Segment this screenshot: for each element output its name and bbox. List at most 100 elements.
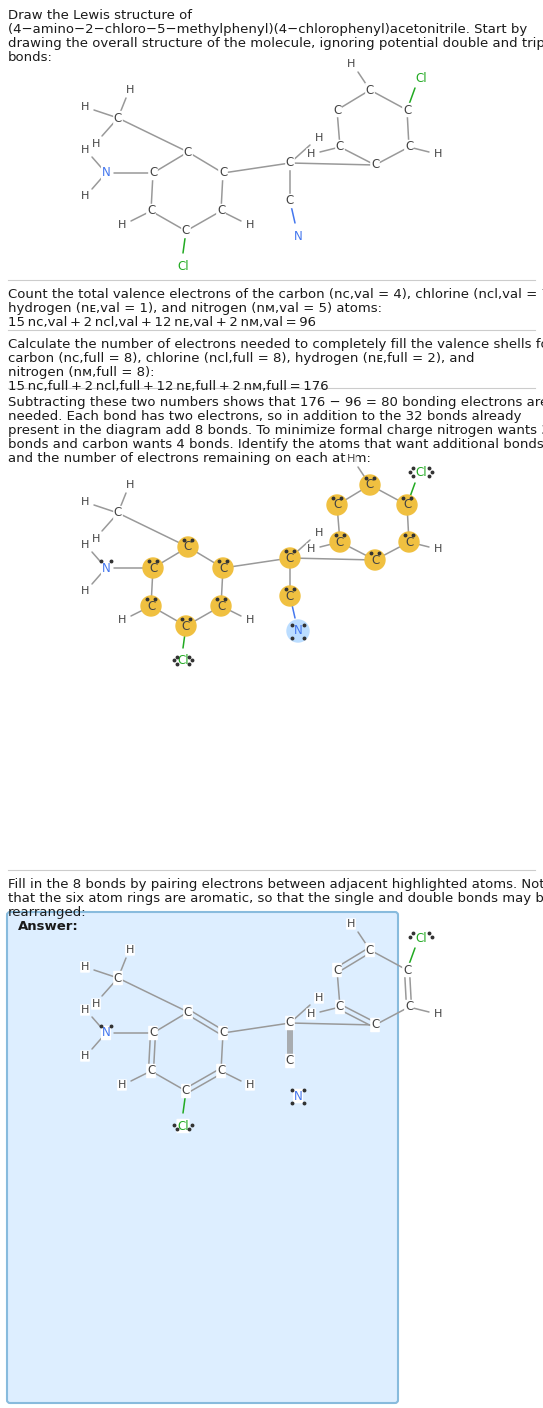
Text: H: H — [307, 1010, 315, 1019]
Text: C: C — [147, 204, 155, 217]
Text: H: H — [246, 615, 254, 625]
FancyBboxPatch shape — [7, 912, 398, 1402]
Text: H: H — [434, 543, 442, 553]
Circle shape — [360, 474, 380, 496]
Circle shape — [211, 596, 231, 617]
Text: Count the total valence electrons of the carbon (nᴄ,val = 4), chlorine (nᴄl,val : Count the total valence electrons of the… — [8, 289, 543, 301]
Circle shape — [280, 548, 300, 567]
Text: C: C — [147, 600, 155, 612]
Text: 15 nᴄ,full + 2 nᴄl,full + 12 nᴇ,full + 2 nᴍ,full = 176: 15 nᴄ,full + 2 nᴄl,full + 12 nᴇ,full + 2… — [8, 380, 329, 393]
Text: H: H — [307, 543, 315, 553]
Text: H: H — [347, 59, 355, 69]
Text: C: C — [114, 972, 122, 984]
Text: C: C — [217, 600, 225, 612]
Text: H: H — [92, 1000, 100, 1010]
Text: that the six atom rings are aromatic, so that the single and double bonds may be: that the six atom rings are aromatic, so… — [8, 893, 543, 905]
Text: C: C — [371, 159, 379, 172]
Text: C: C — [114, 111, 122, 124]
Circle shape — [213, 558, 233, 579]
Circle shape — [143, 558, 163, 579]
Text: Subtracting these two numbers shows that 176 − 96 = 80 bonding electrons are: Subtracting these two numbers shows that… — [8, 396, 543, 408]
Text: C: C — [147, 1064, 155, 1077]
Text: Calculate the number of electrons needed to completely fill the valence shells f: Calculate the number of electrons needed… — [8, 338, 543, 351]
Text: C: C — [336, 535, 344, 549]
Text: H: H — [126, 84, 134, 94]
Text: H: H — [434, 149, 442, 159]
Text: C: C — [371, 1018, 379, 1032]
Text: Cl: Cl — [415, 932, 427, 945]
Text: C: C — [366, 943, 374, 956]
Text: N: N — [102, 166, 110, 179]
Circle shape — [399, 532, 419, 552]
Text: nitrogen (nᴍ,full = 8):: nitrogen (nᴍ,full = 8): — [8, 366, 155, 379]
Text: H: H — [126, 480, 134, 490]
Circle shape — [365, 551, 385, 570]
Text: H: H — [81, 541, 89, 551]
Text: C: C — [286, 194, 294, 207]
Text: H: H — [92, 534, 100, 543]
Text: Cl: Cl — [177, 259, 189, 273]
Text: H: H — [81, 101, 89, 113]
Text: C: C — [333, 498, 341, 511]
Text: N: N — [294, 230, 302, 242]
Text: C: C — [219, 166, 227, 179]
Circle shape — [397, 496, 417, 515]
Text: Draw the Lewis structure of: Draw the Lewis structure of — [8, 8, 192, 23]
Text: rearranged:: rearranged: — [8, 905, 87, 919]
Text: C: C — [219, 1026, 227, 1039]
Text: C: C — [286, 156, 294, 169]
Text: Fill in the 8 bonds by pairing electrons between adjacent highlighted atoms. Not: Fill in the 8 bonds by pairing electrons… — [8, 879, 543, 891]
Text: H: H — [347, 453, 355, 465]
Circle shape — [141, 596, 161, 617]
Text: present in the diagram add 8 bonds. To minimize formal charge nitrogen wants 3: present in the diagram add 8 bonds. To m… — [8, 424, 543, 436]
Text: C: C — [403, 498, 411, 511]
Text: C: C — [149, 166, 157, 179]
Text: C: C — [219, 562, 227, 574]
Text: C: C — [366, 83, 374, 97]
Text: C: C — [336, 1001, 344, 1014]
Text: C: C — [405, 535, 413, 549]
Text: H: H — [315, 132, 323, 144]
Text: H: H — [92, 139, 100, 149]
Text: C: C — [182, 1084, 190, 1097]
Text: C: C — [182, 224, 190, 238]
Text: Cl: Cl — [415, 72, 427, 84]
Text: C: C — [217, 204, 225, 217]
Text: H: H — [118, 220, 126, 230]
Text: N: N — [102, 562, 110, 574]
Text: H: H — [126, 945, 134, 955]
Text: C: C — [114, 507, 122, 520]
Text: and the number of electrons remaining on each atom:: and the number of electrons remaining on… — [8, 452, 371, 465]
Text: Cl: Cl — [177, 655, 189, 667]
Text: C: C — [336, 141, 344, 153]
Text: C: C — [184, 1005, 192, 1018]
Text: N: N — [294, 625, 302, 638]
Text: C: C — [333, 104, 341, 117]
Text: H: H — [118, 1080, 126, 1090]
Text: C: C — [366, 479, 374, 491]
Circle shape — [280, 586, 300, 605]
Text: C: C — [184, 145, 192, 159]
Text: C: C — [405, 1001, 413, 1014]
Text: C: C — [217, 1064, 225, 1077]
Text: H: H — [81, 586, 89, 596]
Text: C: C — [286, 1055, 294, 1067]
Text: hydrogen (nᴇ,val = 1), and nitrogen (nᴍ,val = 5) atoms:: hydrogen (nᴇ,val = 1), and nitrogen (nᴍ,… — [8, 301, 382, 315]
Text: carbon (nᴄ,full = 8), chlorine (nᴄl,full = 8), hydrogen (nᴇ,full = 2), and: carbon (nᴄ,full = 8), chlorine (nᴄl,full… — [8, 352, 475, 365]
Text: C: C — [403, 104, 411, 117]
Text: drawing the overall structure of the molecule, ignoring potential double and tri: drawing the overall structure of the mol… — [8, 37, 543, 51]
Text: H: H — [81, 1005, 89, 1015]
Text: H: H — [434, 1010, 442, 1019]
Circle shape — [287, 620, 309, 642]
Text: needed. Each bond has two electrons, so in addition to the 32 bonds already: needed. Each bond has two electrons, so … — [8, 410, 521, 422]
Text: H: H — [81, 1050, 89, 1062]
Text: H: H — [347, 919, 355, 929]
Text: H: H — [81, 497, 89, 507]
Text: (4−amino−2−chloro−5−methylphenyl)(4−chlorophenyl)acetonitrile. Start by: (4−amino−2−chloro−5−methylphenyl)(4−chlo… — [8, 23, 527, 37]
Text: 15 nᴄ,val + 2 nᴄl,val + 12 nᴇ,val + 2 nᴍ,val = 96: 15 nᴄ,val + 2 nᴄl,val + 12 nᴇ,val + 2 nᴍ… — [8, 315, 316, 329]
Text: C: C — [286, 1017, 294, 1029]
Text: H: H — [81, 962, 89, 972]
Text: H: H — [315, 993, 323, 1002]
Text: bonds and carbon wants 4 bonds. Identify the atoms that want additional bonds: bonds and carbon wants 4 bonds. Identify… — [8, 438, 543, 451]
Text: C: C — [182, 620, 190, 632]
